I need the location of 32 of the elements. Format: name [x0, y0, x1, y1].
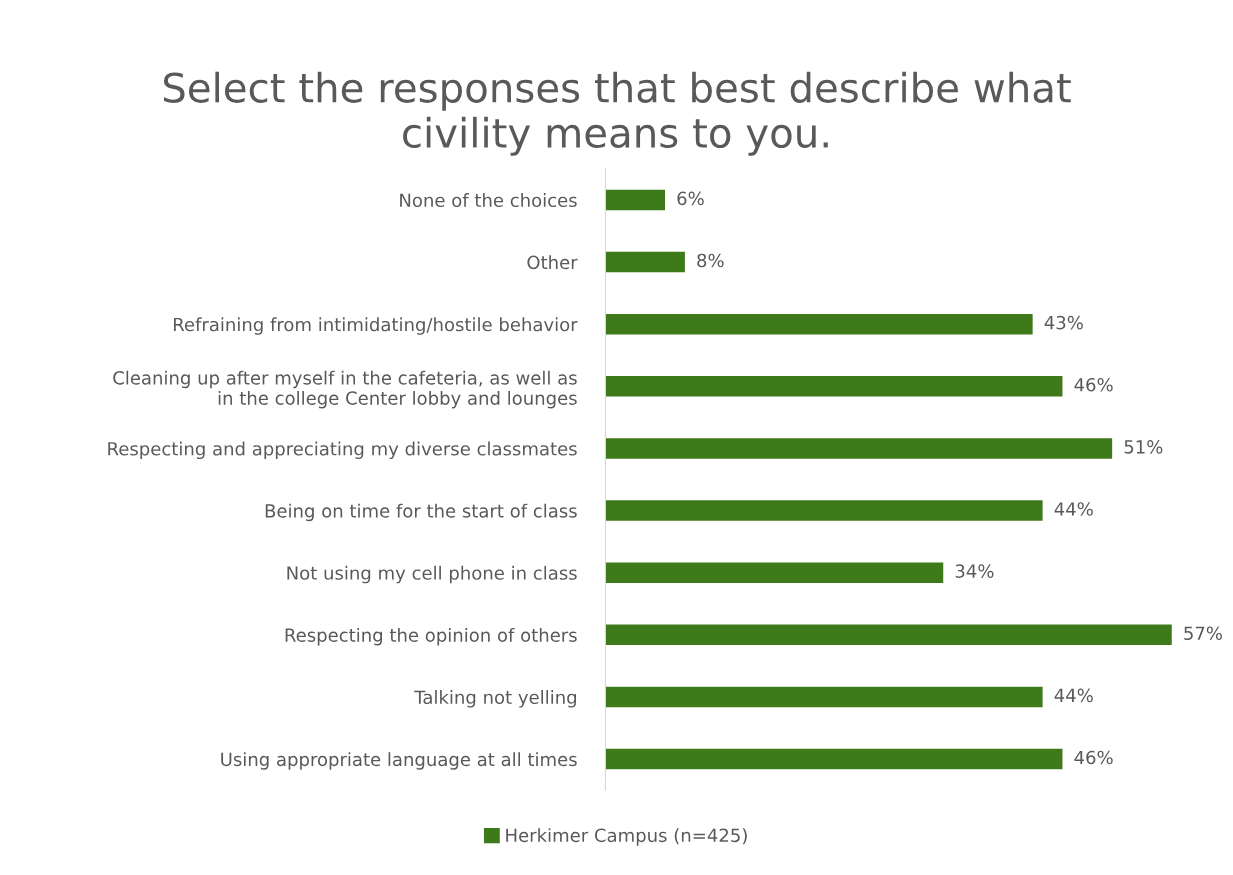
y-tick-label: Refraining from intimidating/hostile behavior [173, 317, 578, 335]
data-label: 57% [1184, 626, 1222, 641]
chart-title: Select the responses that best describe what civility means to you. [163, 71, 1071, 156]
bar [605, 748, 1063, 770]
data-label: 51% [1124, 440, 1163, 454]
y-tick-label: Not using my cell phone in class [287, 565, 577, 584]
bar [605, 313, 1033, 335]
data-label: 6% [677, 191, 704, 206]
y-tick-label: Using appropriate language at all times [221, 752, 577, 770]
data-label: 43% [1044, 315, 1083, 330]
y-tick-label: Other [527, 255, 578, 270]
y-tick-label: Respecting the opinion of others [285, 627, 577, 646]
data-label: 46% [1074, 750, 1113, 765]
bar [605, 624, 1172, 646]
bar [605, 189, 666, 211]
legend-label: Herkimer Campus (n=425) [506, 828, 747, 846]
y-tick-label: Respecting and appreciating my diverse classmates [108, 441, 577, 460]
y-tick-label: Cleaning up after myself in the cafeteria, as well as in the college Center lobby and lounges [113, 370, 577, 409]
data-label: 34% [955, 564, 994, 578]
data-label: 44% [1054, 502, 1093, 516]
bar [605, 500, 1043, 521]
y-tick-label: Talking not yelling [414, 690, 576, 708]
data-label: 44% [1054, 688, 1093, 703]
bar [605, 438, 1113, 459]
bar [605, 251, 685, 273]
y-tick-label: None of the choices [400, 193, 577, 208]
data-label: 8% [697, 253, 724, 268]
bar [605, 686, 1043, 708]
data-label: 46% [1074, 377, 1113, 392]
bar [605, 562, 944, 583]
bar [605, 376, 1063, 397]
y-tick-label: Being on time for the start of class [265, 503, 577, 522]
